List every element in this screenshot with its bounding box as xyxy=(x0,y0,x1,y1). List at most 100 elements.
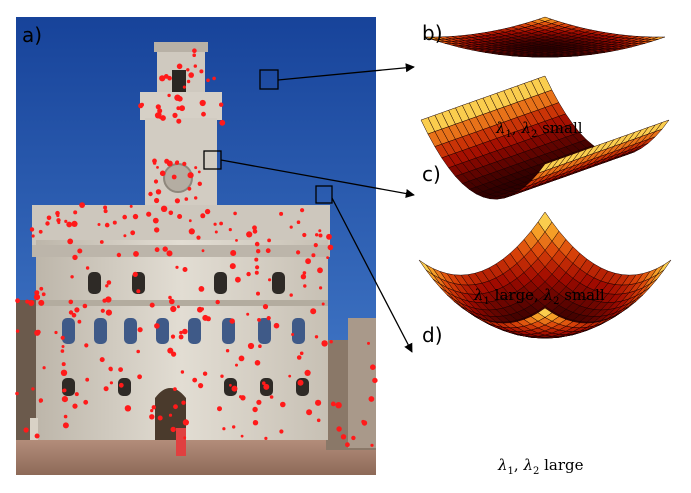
corner-dot xyxy=(214,230,218,234)
corner-dot xyxy=(160,115,166,121)
corner-dot xyxy=(336,426,342,432)
corner-dot xyxy=(318,233,323,238)
corner-dot xyxy=(201,111,206,117)
corner-dot xyxy=(318,229,322,233)
corner-dot xyxy=(42,366,46,370)
corner-dot xyxy=(102,298,107,303)
corner-dot xyxy=(254,360,261,366)
corner-dot xyxy=(240,395,246,401)
corner-dot xyxy=(361,419,365,424)
corner-dot xyxy=(302,232,307,238)
corner-dot xyxy=(279,211,284,216)
surface-facet xyxy=(537,161,553,174)
corner-dot xyxy=(160,205,168,212)
corner-dot xyxy=(154,227,160,233)
arrow-to-b xyxy=(277,63,415,81)
corner-dot xyxy=(257,318,261,322)
window xyxy=(132,272,145,294)
corner-dot xyxy=(106,280,112,285)
corner-dot xyxy=(229,318,235,324)
corner-dot xyxy=(154,323,160,329)
corner-dot xyxy=(168,210,174,216)
corner-dot xyxy=(167,93,171,98)
corner-dot xyxy=(219,221,224,226)
window xyxy=(292,318,305,344)
person xyxy=(176,428,186,456)
corner-dot xyxy=(170,305,177,313)
corner-detections xyxy=(15,48,378,448)
corner-dot xyxy=(67,238,74,245)
corner-dot xyxy=(291,333,295,336)
panel-label-c: c) xyxy=(422,162,441,186)
corner-dot xyxy=(197,181,202,186)
window xyxy=(156,318,169,344)
corner-dot xyxy=(202,371,208,376)
corner-dot xyxy=(314,335,319,339)
corner-dot xyxy=(99,357,105,363)
surface-facet xyxy=(537,307,553,318)
corner-dot xyxy=(77,319,82,324)
corner-dot xyxy=(34,290,40,296)
window xyxy=(258,318,271,344)
corner-dot xyxy=(288,374,292,378)
corner-dot xyxy=(254,270,259,275)
corner-dot xyxy=(137,327,143,333)
corner-dot xyxy=(232,425,236,429)
corner-dot xyxy=(178,334,184,340)
window xyxy=(214,272,227,294)
corner-dot xyxy=(184,197,189,201)
corner-dot xyxy=(289,225,293,229)
corner-dot xyxy=(175,265,179,269)
corner-dot xyxy=(235,239,238,242)
corner-dot xyxy=(296,355,302,360)
corner-dot xyxy=(63,414,68,419)
corner-dot xyxy=(372,377,378,384)
corner-dot xyxy=(188,228,195,235)
corner-dot xyxy=(130,230,136,236)
corner-dot xyxy=(146,211,152,217)
corner-dot xyxy=(264,436,268,440)
window xyxy=(118,378,131,396)
corner-dot xyxy=(219,102,224,107)
corner-dot xyxy=(149,414,155,420)
corner-dot xyxy=(186,79,191,84)
corner-dot xyxy=(157,108,163,114)
corner-dot xyxy=(198,286,205,292)
corner-dot xyxy=(154,247,160,253)
corner-dot xyxy=(170,334,176,339)
corner-dot xyxy=(159,75,166,82)
corner-dot xyxy=(230,250,237,256)
corner-dot xyxy=(162,246,168,252)
corner-dot xyxy=(256,399,262,405)
corner-dot xyxy=(155,104,161,110)
corner-dot xyxy=(262,304,269,310)
corner-dot xyxy=(170,426,176,433)
corner-dot xyxy=(273,322,280,329)
caption-c: λ1 large, λ2 small xyxy=(473,286,605,307)
corner-dot xyxy=(269,395,274,399)
corner-dot xyxy=(235,276,241,283)
corner-dot xyxy=(97,223,101,226)
corner-dot xyxy=(174,198,180,204)
corner-dot xyxy=(262,381,266,386)
corner-dot xyxy=(64,219,68,223)
corner-dot xyxy=(41,292,46,297)
corner-dot xyxy=(345,442,350,448)
corner-dot xyxy=(105,296,112,303)
corner-dot xyxy=(70,275,74,279)
corner-dot xyxy=(61,362,66,367)
corner-dot xyxy=(256,249,261,254)
corner-dot xyxy=(103,205,108,210)
patch-box-corner xyxy=(315,185,333,204)
corner-dot xyxy=(246,312,250,316)
corner-dot xyxy=(199,69,204,74)
corner-dot xyxy=(305,258,311,265)
corner-dot xyxy=(340,434,347,440)
corner-dot xyxy=(327,236,331,240)
surface-c-ridge xyxy=(420,75,670,200)
corner-dot xyxy=(28,300,35,306)
corner-dot xyxy=(173,387,177,391)
corner-dot xyxy=(179,105,186,112)
corner-dot xyxy=(266,316,271,321)
corner-dot xyxy=(68,310,74,315)
